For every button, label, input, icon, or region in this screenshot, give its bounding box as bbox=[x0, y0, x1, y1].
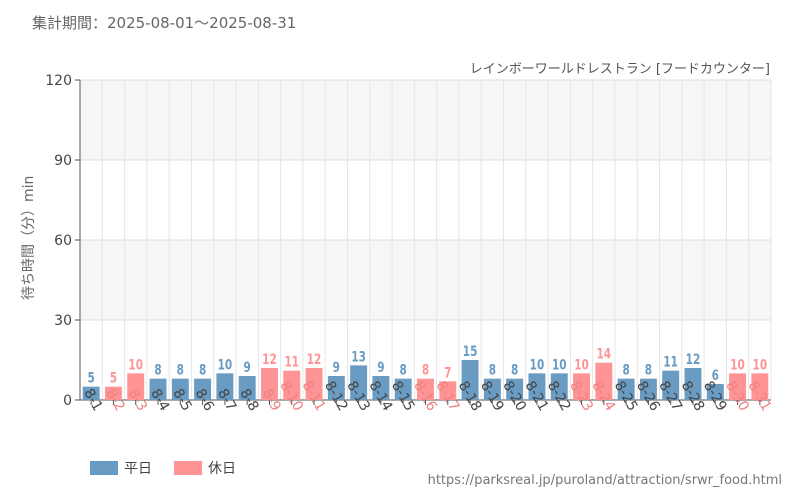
grid-band bbox=[80, 80, 771, 160]
bar-value-label: 8 bbox=[177, 362, 184, 378]
bar bbox=[639, 378, 657, 400]
bar-value-label: 5 bbox=[110, 370, 117, 386]
bar bbox=[350, 365, 368, 400]
bar-value-label: 8 bbox=[622, 362, 629, 378]
bar bbox=[528, 373, 546, 400]
bar-value-label: 10 bbox=[730, 357, 745, 373]
bar-value-label: 12 bbox=[307, 352, 322, 368]
bar-value-label: 10 bbox=[128, 357, 143, 373]
bar-value-label: 8 bbox=[199, 362, 206, 378]
bar-value-label: 13 bbox=[351, 349, 366, 365]
bar bbox=[706, 384, 724, 400]
bar bbox=[461, 360, 479, 400]
bar bbox=[260, 368, 278, 400]
bar-value-label: 8 bbox=[422, 362, 429, 378]
bar-value-label: 11 bbox=[284, 354, 299, 370]
bar bbox=[283, 370, 301, 400]
legend-item-holiday: 休日 bbox=[174, 458, 236, 478]
bar-value-label: 5 bbox=[87, 370, 94, 386]
bar bbox=[82, 386, 100, 400]
legend-item-weekday: 平日 bbox=[90, 458, 152, 478]
bar bbox=[595, 362, 613, 400]
source-url: https://parksreal.jp/puroland/attraction… bbox=[427, 473, 782, 488]
bar bbox=[216, 373, 234, 400]
bar bbox=[305, 368, 323, 400]
bar bbox=[394, 378, 412, 400]
legend: 平日 休日 bbox=[90, 458, 236, 478]
bar-value-label: 11 bbox=[663, 354, 678, 370]
y-tick-label: 0 bbox=[63, 393, 72, 409]
bar bbox=[684, 368, 702, 400]
grid-band bbox=[80, 240, 771, 320]
legend-label-holiday: 休日 bbox=[208, 461, 236, 477]
legend-label-weekday: 平日 bbox=[124, 461, 152, 477]
bar bbox=[506, 378, 524, 400]
bar bbox=[238, 376, 256, 400]
bar bbox=[573, 373, 591, 400]
legend-swatch-holiday bbox=[174, 461, 202, 475]
bar bbox=[550, 373, 568, 400]
bar bbox=[751, 373, 769, 400]
bar-value-label: 10 bbox=[753, 357, 768, 373]
bar bbox=[327, 376, 345, 400]
bar-value-label: 8 bbox=[400, 362, 407, 378]
bar bbox=[104, 386, 122, 400]
bar-value-label: 9 bbox=[244, 360, 251, 376]
bar-value-label: 9 bbox=[333, 360, 340, 376]
bar-value-label: 12 bbox=[686, 352, 701, 368]
bar bbox=[729, 373, 747, 400]
bar-value-label: 10 bbox=[552, 357, 567, 373]
bar-value-label: 9 bbox=[377, 360, 384, 376]
y-tick-label: 120 bbox=[45, 73, 72, 89]
bar-value-label: 12 bbox=[262, 352, 277, 368]
period-text: 集計期間：2025-08-01～2025-08-31 bbox=[32, 14, 297, 32]
bar-value-label: 15 bbox=[463, 344, 478, 360]
chart-title: レインボーワールドレストラン [フードカウンター] bbox=[469, 62, 770, 77]
bar bbox=[617, 378, 635, 400]
bar-value-label: 10 bbox=[218, 357, 233, 373]
bar bbox=[127, 373, 145, 400]
bar bbox=[194, 378, 212, 400]
bar-value-label: 8 bbox=[489, 362, 496, 378]
bar bbox=[439, 381, 457, 400]
bar-value-label: 8 bbox=[645, 362, 652, 378]
bar-value-label: 10 bbox=[530, 357, 545, 373]
y-tick-label: 90 bbox=[54, 153, 72, 169]
bar-value-label: 8 bbox=[511, 362, 518, 378]
bar-value-label: 14 bbox=[597, 346, 612, 362]
bar bbox=[149, 378, 167, 400]
bar bbox=[417, 378, 434, 400]
legend-swatch-weekday bbox=[90, 461, 118, 475]
y-tick-label: 30 bbox=[54, 313, 72, 329]
bar-value-label: 8 bbox=[154, 362, 161, 378]
bar bbox=[171, 378, 189, 400]
bar bbox=[372, 376, 390, 400]
bar bbox=[483, 378, 501, 400]
y-tick-label: 60 bbox=[54, 233, 72, 249]
bar-value-label: 10 bbox=[574, 357, 589, 373]
bar-value-label: 6 bbox=[712, 368, 719, 384]
bar bbox=[662, 370, 680, 400]
bar-value-label: 7 bbox=[444, 365, 451, 381]
